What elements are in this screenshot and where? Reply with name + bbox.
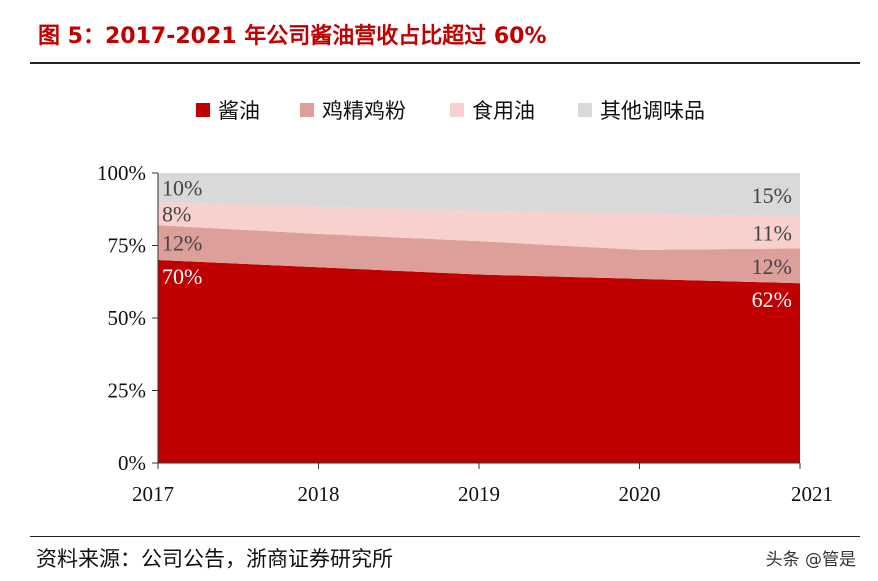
legend-label: 酱油	[218, 99, 260, 123]
data-label: 12%	[162, 231, 202, 256]
data-label: 70%	[162, 264, 202, 289]
chart-title: 图 5：2017-2021 年公司酱油营收占比超过 60%	[38, 24, 547, 49]
area-2	[158, 202, 800, 250]
legend-label: 鸡精鸡粉	[322, 99, 406, 123]
x-tick-label: 2020	[619, 482, 661, 506]
legend-swatch	[578, 103, 592, 117]
legend-swatch	[450, 103, 464, 117]
y-tick-label: 0%	[118, 451, 146, 475]
source-note: 资料来源：公司公告，浙商证券研究所	[36, 547, 393, 571]
x-tick-label: 2017	[132, 482, 174, 506]
area-3	[158, 173, 800, 217]
legend-label: 其他调味品	[600, 99, 705, 123]
y-tick-label: 75%	[108, 234, 147, 258]
y-tick-label: 100%	[97, 161, 146, 185]
x-tick-label: 2021	[791, 482, 833, 506]
footer-divider	[30, 536, 860, 537]
data-label: 8%	[162, 202, 191, 227]
data-label: 15%	[752, 183, 792, 208]
data-label: 12%	[752, 254, 792, 279]
area-0	[158, 260, 800, 463]
x-tick-label: 2018	[298, 482, 340, 506]
data-label: 10%	[162, 176, 202, 201]
x-tick-label: 2019	[458, 482, 500, 506]
data-label: 11%	[752, 220, 792, 245]
title-divider	[30, 62, 860, 64]
legend-swatch	[300, 103, 314, 117]
legend-label: 食用油	[472, 99, 535, 123]
legend-swatch	[196, 103, 210, 117]
y-tick-label: 50%	[108, 306, 147, 330]
watermark: 头条 @管是	[765, 550, 856, 570]
area-1	[158, 225, 800, 284]
y-tick-label: 25%	[108, 379, 147, 403]
data-label: 62%	[752, 287, 792, 312]
